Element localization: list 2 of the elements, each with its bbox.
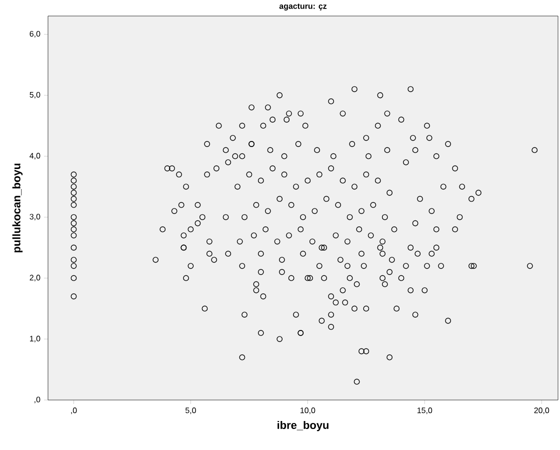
y-axis-title: pullukocan_boyu (12, 164, 23, 252)
x-axis-title: ibre_boyu (278, 420, 328, 432)
